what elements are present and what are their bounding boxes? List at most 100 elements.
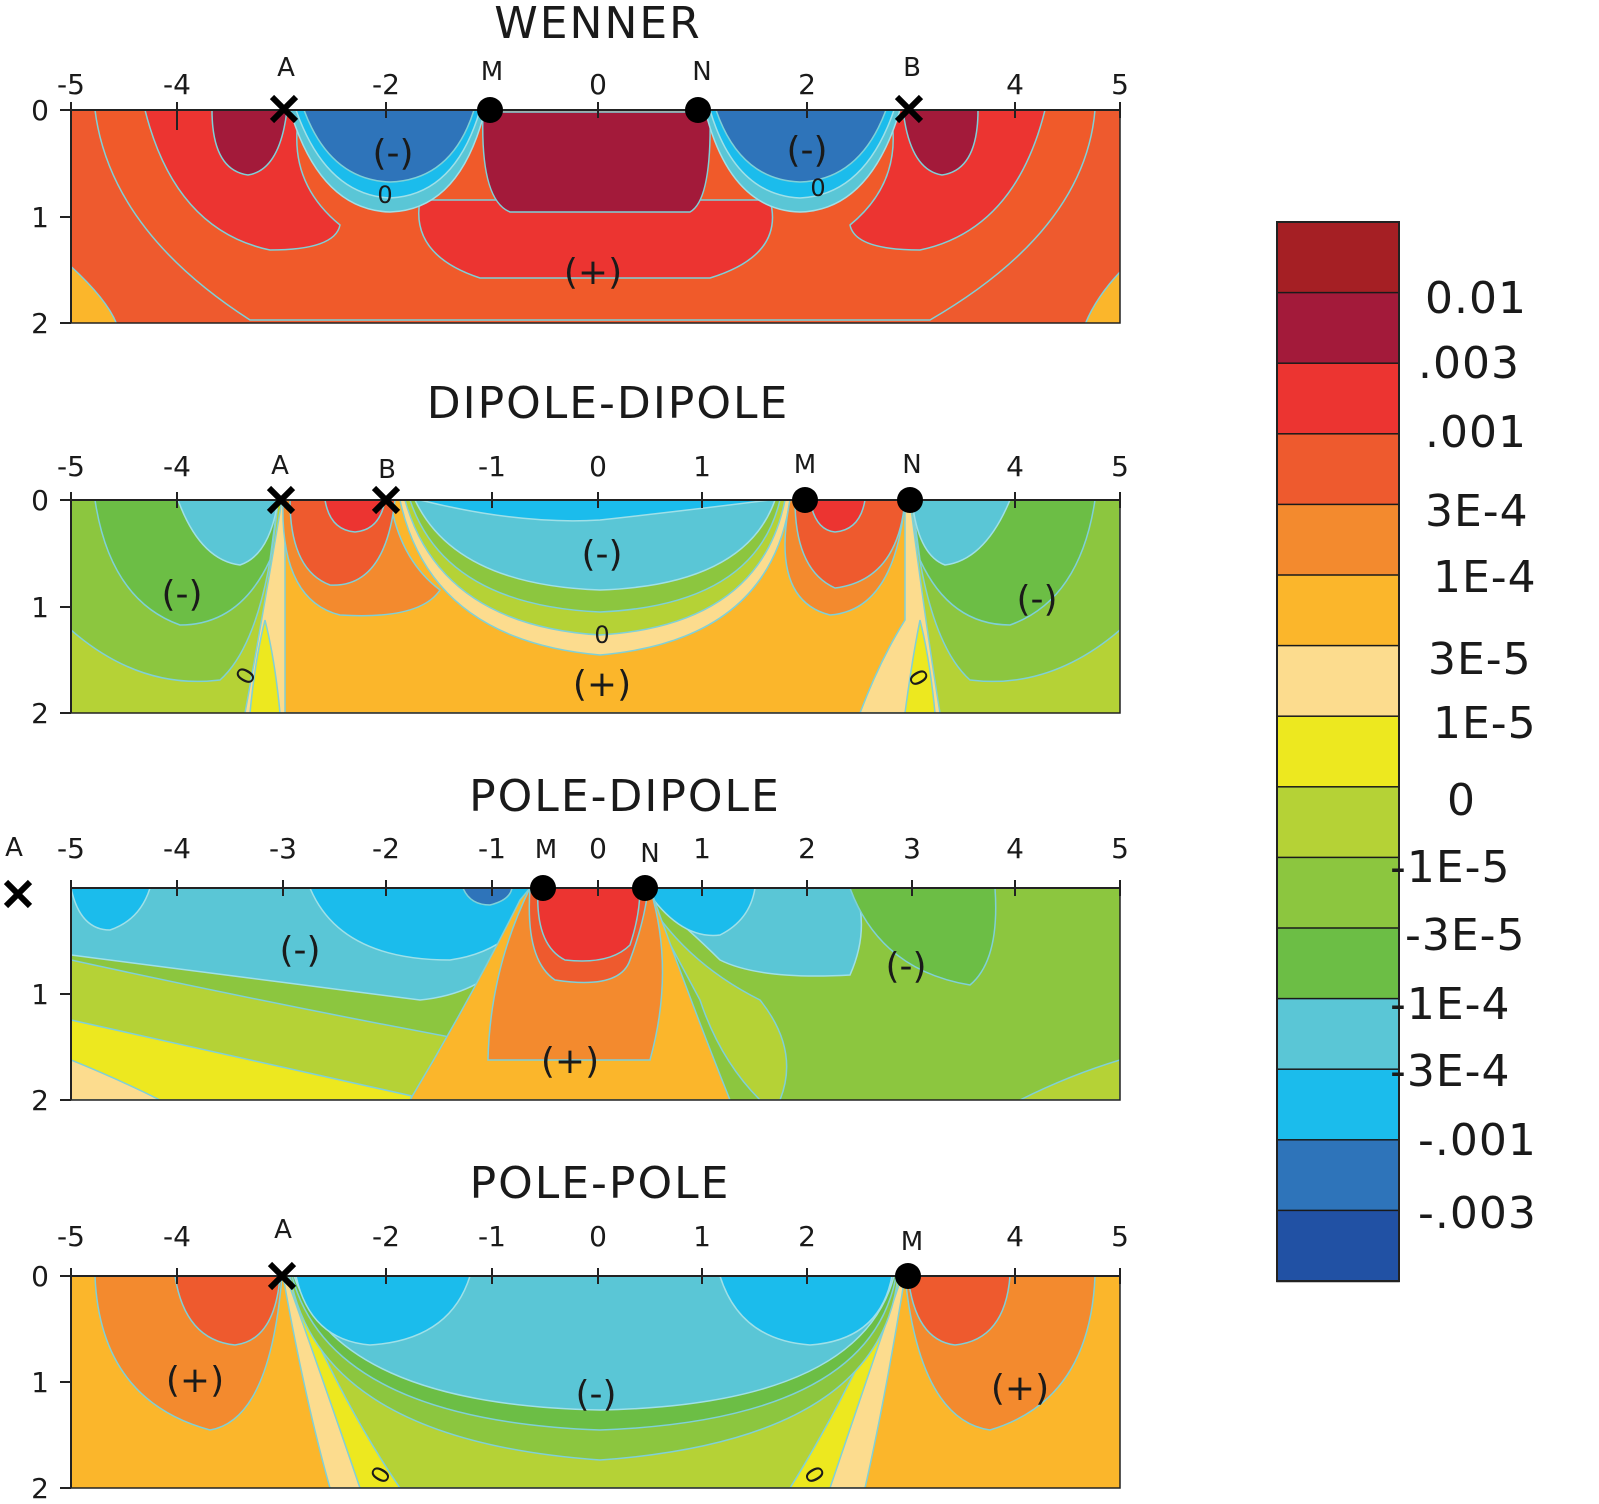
legend-label: -1E-4 <box>1390 979 1511 1030</box>
x-tick-label: -5 <box>57 1220 85 1253</box>
electrode-label: B <box>903 53 921 83</box>
y-tick-label: 1 <box>31 591 49 624</box>
electrode-label: A <box>5 833 23 863</box>
y-axis: 0 1 2 <box>31 484 72 730</box>
y-axis: 0 1 2 <box>31 1260 72 1504</box>
y-tick-label: 1 <box>31 201 49 234</box>
electrode-n: N <box>632 839 660 901</box>
legend-swatch <box>1276 927 1400 1000</box>
legend-label: 3E-4 <box>1425 486 1529 537</box>
x-tick-label: -2 <box>372 832 400 865</box>
y-tick-label: 1 <box>31 978 49 1011</box>
legend-swatch <box>1276 362 1400 436</box>
x-tick-label: 5 <box>1111 832 1129 865</box>
electrode-a: A <box>267 1215 297 1291</box>
legend-swatches <box>1276 221 1400 1283</box>
x-tick-label: -4 <box>163 450 191 483</box>
region-label: (+) <box>166 1360 224 1401</box>
legend-swatch <box>1276 1139 1400 1212</box>
region-label: (-) <box>885 946 926 987</box>
legend-swatch <box>1276 644 1400 718</box>
panel-wenner: WENNER -5 <box>31 0 1129 340</box>
legend-label: 0 <box>1447 775 1476 826</box>
x-tick-label: 1 <box>693 1220 711 1253</box>
electrode-n: N <box>685 57 712 123</box>
x-tick-label: 4 <box>1006 1220 1024 1253</box>
x-axis: -5 -4 -2 -1 0 1 2 4 5 <box>57 1220 1129 1284</box>
panel-pole-pole: POLE-POLE -5 <box>31 1158 1129 1504</box>
legend-swatch <box>1276 715 1400 789</box>
x-axis: -5 -4 -3 -2 -1 0 1 2 3 4 5 <box>57 832 1129 896</box>
y-tick-label: 0 <box>31 94 49 127</box>
zero-contour-label: 0 <box>377 181 392 209</box>
electrode-n: N <box>897 450 923 513</box>
region-label: (-) <box>161 574 202 615</box>
x-tick-label: -4 <box>163 832 191 865</box>
x-axis: -5 -4 -2 0 2 4 5 <box>57 68 1129 130</box>
x-tick-label: 4 <box>1006 450 1024 483</box>
x-axis: -5 -4 -1 0 1 4 5 <box>57 450 1129 508</box>
legend-swatch <box>1276 997 1400 1071</box>
legend-swatch <box>1276 856 1400 930</box>
y-tick-label: 1 <box>31 1366 49 1399</box>
panel-title: DIPOLE-DIPOLE <box>427 378 790 429</box>
potential-electrode-icon <box>632 875 658 901</box>
region-label: (+) <box>991 1368 1049 1409</box>
y-tick-label: 0 <box>31 484 49 517</box>
legend-label: -3E-4 <box>1390 1046 1511 1097</box>
y-axis: 0 1 2 <box>31 94 72 340</box>
x-tick-label: 2 <box>798 1220 816 1253</box>
contour-field <box>71 888 1120 1100</box>
potential-electrode-icon <box>685 97 711 123</box>
x-tick-label: -3 <box>269 832 297 865</box>
region-label: (+) <box>541 1041 599 1082</box>
current-electrode-icon <box>267 1261 297 1291</box>
x-tick-label: -2 <box>372 68 400 101</box>
potential-electrode-icon <box>477 97 503 123</box>
zero-contour-label: 0 <box>594 621 609 649</box>
legend-label: .001 <box>1425 407 1527 458</box>
x-tick-label: -4 <box>163 1220 191 1253</box>
region-label: (-) <box>279 930 320 971</box>
x-tick-label: 1 <box>693 832 711 865</box>
potential-electrode-icon <box>530 875 556 901</box>
region-label: (-) <box>786 130 827 171</box>
electrode-label: A <box>277 53 295 83</box>
legend-swatch <box>1276 503 1400 577</box>
region-label: (-) <box>372 133 413 174</box>
legend-swatch <box>1276 574 1400 647</box>
electrode-b: B <box>894 53 924 124</box>
x-tick-label: 5 <box>1111 1220 1129 1253</box>
electrode-label: M <box>535 835 557 865</box>
electrode-m: M <box>530 835 557 901</box>
electrode-a: A <box>269 53 299 124</box>
y-tick-label: 2 <box>31 1084 49 1117</box>
contour-field <box>71 110 1120 323</box>
legend-label: 0.01 <box>1425 273 1527 324</box>
x-tick-label: 4 <box>1006 832 1024 865</box>
y-tick-label: 2 <box>31 697 49 730</box>
panel-title: WENNER <box>494 0 702 49</box>
zero-contour-label: 0 <box>810 174 825 202</box>
electrode-label: N <box>692 57 711 87</box>
x-tick-label: 5 <box>1111 450 1129 483</box>
potential-electrode-icon <box>792 487 818 513</box>
legend-label: -1E-5 <box>1390 842 1511 893</box>
contour-field <box>71 1276 1120 1488</box>
x-tick-label: 0 <box>589 68 607 101</box>
current-electrode-icon <box>3 879 33 909</box>
electrode-label: M <box>481 57 503 87</box>
panel-dipole-dipole: DIPOLE-DIPOLE <box>31 378 1129 730</box>
contour-field <box>71 500 1120 713</box>
electrode-label: B <box>378 455 396 485</box>
electrode-m: M <box>792 450 818 513</box>
x-tick-label: 2 <box>798 68 816 101</box>
region-label: (+) <box>564 252 622 293</box>
x-tick-label: 0 <box>589 832 607 865</box>
legend-label: -.001 <box>1418 1115 1537 1166</box>
x-tick-label: -2 <box>372 1220 400 1253</box>
x-tick-label: -1 <box>478 832 506 865</box>
legend-label: -.003 <box>1418 1188 1537 1239</box>
potential-electrode-icon <box>897 487 923 513</box>
x-tick-label: 2 <box>798 832 816 865</box>
